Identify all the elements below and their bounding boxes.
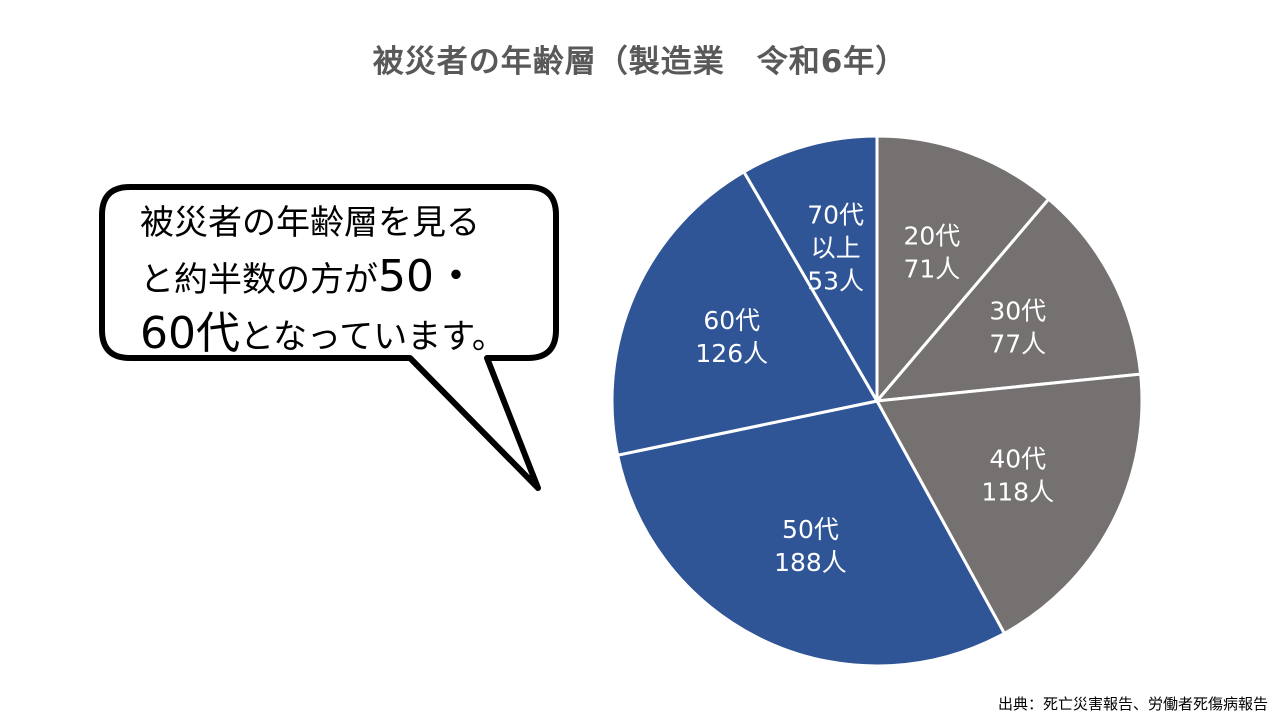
slice-label-50s: 50代 188人	[774, 515, 847, 577]
pie-slice-60s	[610, 169, 880, 457]
slice-label-40s: 40代 118人	[981, 444, 1054, 506]
speech-bubble-text: 被災者の年齢層を見る と約半数の方が50・ 60代となっています。	[140, 196, 540, 364]
speech-bubble-outline	[99, 184, 559, 491]
pie-slice-30s	[873, 197, 1143, 403]
bubble-line-3: 60代となっています。	[140, 307, 540, 364]
bubble-line-2: と約半数の方が50・	[140, 250, 540, 307]
bubble-line-3-post: となっています。	[240, 317, 506, 357]
bubble-highlight-50: 50・	[378, 251, 478, 302]
pie-slice-70-plus	[741, 134, 879, 407]
slice-label-30s: 30代 77人	[989, 297, 1046, 359]
pie-slice-20s	[875, 134, 1051, 406]
pie-slice-40s	[874, 372, 1144, 636]
bubble-line-1: 被災者の年齢層を見る	[140, 203, 480, 243]
source-note: 出典：死亡災害報告、労働者死傷病報告	[997, 695, 1268, 713]
chart-title: 被災者の年齢層（製造業 令和6年）	[372, 44, 908, 80]
slice-label-20s: 20代 71人	[903, 221, 960, 283]
bubble-line-2-pre: と約半数の方が	[140, 260, 378, 300]
slice-label-60s: 60代 126人	[695, 306, 768, 368]
pie-slice-50s	[615, 399, 1007, 668]
slice-label-70-plus: 70代以上 53人	[807, 200, 864, 295]
bubble-highlight-60: 60代	[140, 308, 240, 359]
